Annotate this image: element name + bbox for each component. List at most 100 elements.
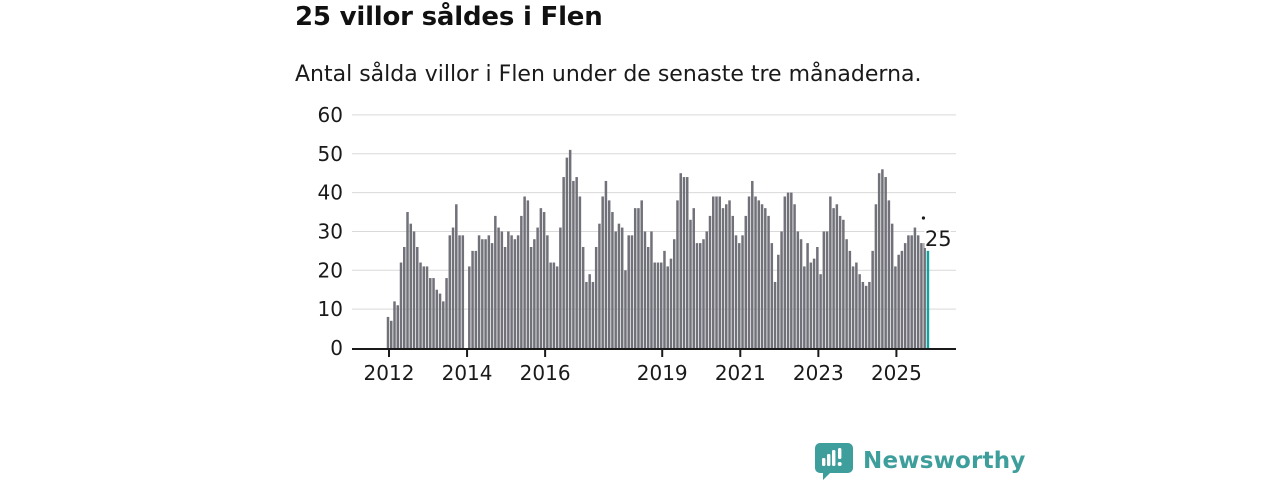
bar: [819, 274, 822, 348]
bar: [529, 246, 533, 348]
x-tick-label: 2023: [793, 361, 844, 385]
bar: [416, 246, 419, 348]
bar: [916, 235, 920, 348]
bar: [607, 200, 611, 348]
bar: [650, 231, 653, 348]
bar: [585, 281, 588, 348]
x-tick-label: 2019: [637, 361, 688, 385]
bar: [549, 262, 552, 348]
bar: [620, 227, 624, 348]
bar: [523, 196, 526, 348]
annotation-dot: [921, 216, 926, 220]
bar: [796, 231, 800, 348]
newsworthy-wordmark: Newsworthy: [863, 448, 1026, 474]
bar: [562, 177, 565, 348]
chart-svg: 2012 2014 2016 2019 2021 2023 2025 0 10 20 30 40 50 6…: [318, 103, 956, 385]
bar: [773, 281, 777, 348]
bar: [565, 157, 569, 348]
bar: [640, 200, 643, 348]
bar: [497, 227, 500, 348]
bar: [829, 196, 832, 348]
bar: [601, 196, 604, 348]
bar: [386, 316, 390, 348]
bar: [604, 180, 608, 348]
bar: [884, 177, 887, 348]
y-tick-label: 20: [318, 258, 343, 282]
newsworthy-logo: Newsworthy: [814, 442, 1026, 480]
bar: [760, 204, 764, 348]
bar: [568, 149, 572, 348]
bar: [455, 204, 458, 348]
bar: [594, 246, 598, 348]
bar: [887, 200, 891, 348]
x-tick-label: 2014: [442, 361, 493, 385]
x-tick-label: 2012: [364, 361, 415, 385]
bar: [510, 235, 513, 348]
bar: [786, 192, 790, 348]
bar: [611, 212, 614, 348]
bar: [894, 266, 897, 348]
bar: [874, 204, 878, 348]
bar: [617, 223, 621, 348]
x-tick-label: 2025: [871, 361, 922, 385]
bar: [627, 235, 630, 348]
bar: [725, 204, 728, 348]
bar: [624, 270, 627, 348]
bar: [728, 200, 731, 348]
bar: [451, 227, 455, 348]
bar: [666, 266, 669, 348]
bar: [542, 212, 546, 348]
bar: [848, 250, 852, 348]
bar: [923, 243, 926, 348]
bar: [705, 231, 709, 348]
bar: [399, 262, 403, 348]
bar: [910, 235, 913, 348]
bar: [679, 173, 682, 348]
bar: [588, 274, 591, 348]
bar: [633, 208, 637, 348]
y-tick-label: 10: [318, 297, 343, 321]
y-tick-label: 40: [318, 181, 343, 205]
bar: [747, 196, 751, 348]
bar: [663, 250, 666, 348]
bar: [669, 258, 673, 348]
bar: [835, 204, 839, 348]
bar: [721, 208, 725, 348]
bar: [698, 243, 702, 348]
x-tick-label: 2021: [715, 361, 766, 385]
bar: [777, 254, 780, 348]
bar: [757, 200, 761, 348]
bar: [731, 215, 735, 348]
bar: [503, 246, 507, 348]
bar: [520, 215, 523, 348]
bar: [559, 227, 562, 348]
y-tick-label: 50: [318, 142, 343, 166]
bar: [432, 278, 435, 348]
bar: [406, 212, 409, 348]
bar: [442, 301, 445, 348]
bar: [672, 239, 676, 348]
bar: [471, 250, 474, 348]
bar: [842, 219, 845, 348]
y-tick-label: 30: [318, 219, 343, 243]
bar: [799, 239, 803, 348]
bar: [555, 266, 559, 348]
bar: [816, 246, 819, 348]
bar: [897, 254, 900, 348]
bar: [513, 239, 517, 348]
bar: [734, 235, 738, 348]
bar: [877, 173, 881, 348]
bar: [881, 169, 884, 348]
bar: [790, 192, 793, 348]
bar: [536, 227, 539, 348]
bar: [907, 235, 910, 348]
bar: [780, 231, 783, 348]
bar: [494, 215, 497, 348]
y-tick-label: 60: [318, 103, 343, 127]
bar: [487, 235, 491, 348]
x-tick-label: 2016: [520, 361, 571, 385]
bar: [533, 239, 536, 348]
bar: [754, 196, 757, 348]
bar: [825, 231, 829, 348]
bar: [646, 246, 650, 348]
